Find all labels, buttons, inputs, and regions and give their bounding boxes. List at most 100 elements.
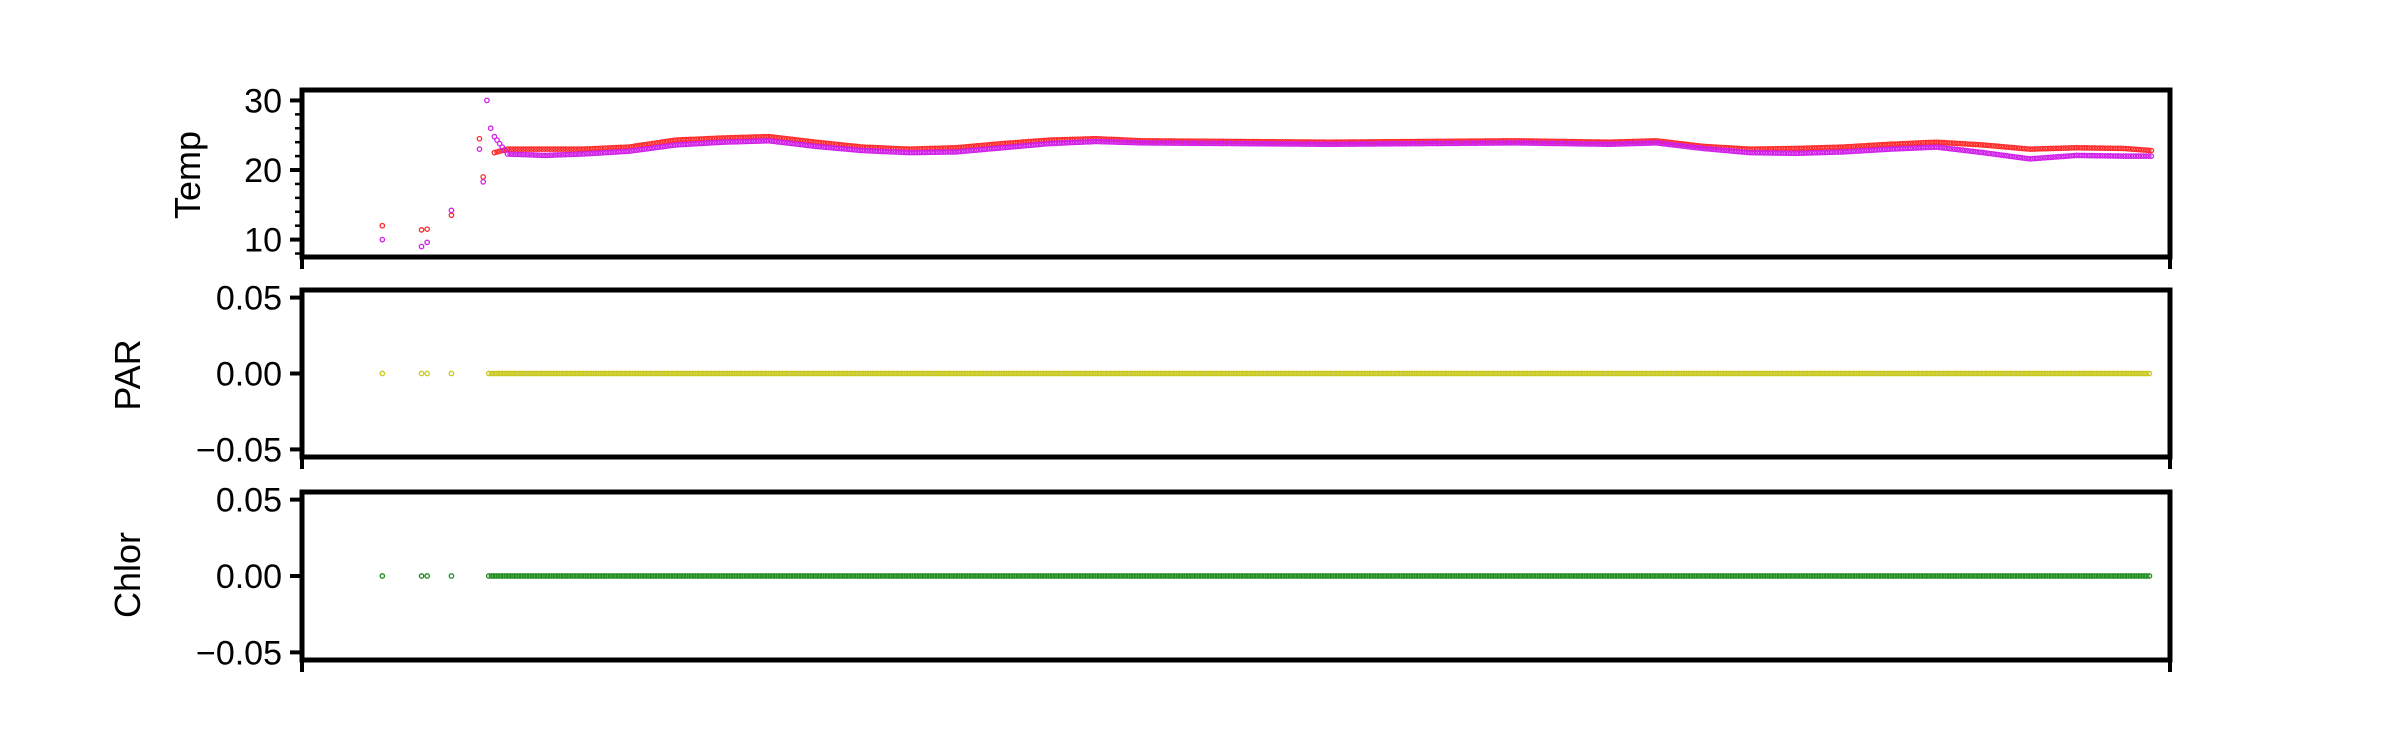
temp-point xyxy=(2112,145,2119,152)
temp-point xyxy=(984,146,990,152)
temp-point xyxy=(1941,139,1948,146)
par-point xyxy=(1215,370,1222,377)
temp-point xyxy=(618,148,624,155)
temp-point xyxy=(2122,153,2129,159)
par-point xyxy=(1108,370,1115,377)
par-point xyxy=(2060,370,2067,377)
temp-point xyxy=(1549,140,1556,147)
temp-point xyxy=(2138,153,2144,159)
temp-point xyxy=(1490,140,1496,146)
par-point xyxy=(1686,370,1693,377)
temp-point xyxy=(2058,145,2064,152)
par-point xyxy=(1074,370,1081,377)
chlor-point xyxy=(2128,573,2134,579)
temp-point xyxy=(1202,140,1208,147)
temp-point xyxy=(1386,140,1392,147)
par-point xyxy=(789,370,796,377)
chlor-point xyxy=(661,573,667,579)
temp-point xyxy=(1059,140,1066,146)
chlor-point xyxy=(1636,573,1643,579)
chlor-point xyxy=(799,573,806,579)
chlor-point xyxy=(930,573,937,579)
chlor-point xyxy=(1118,573,1125,579)
par-point xyxy=(883,370,890,377)
chlor-point xyxy=(546,573,552,579)
temp-point xyxy=(1482,140,1488,146)
chlor-point xyxy=(1968,573,1975,579)
temp-point xyxy=(1347,141,1354,147)
chlor-point xyxy=(1147,573,1154,579)
par-point xyxy=(1856,370,1863,377)
chlor-point xyxy=(1926,573,1933,579)
chlor-point xyxy=(2091,573,2098,579)
temp-point xyxy=(1183,140,1190,147)
temp-point xyxy=(856,147,863,154)
temp-point xyxy=(760,138,767,144)
chlor-point xyxy=(755,573,762,579)
par-point xyxy=(1126,370,1133,377)
par-point xyxy=(961,370,968,377)
par-point xyxy=(506,370,513,377)
temp-point xyxy=(1121,139,1128,146)
chlor-point xyxy=(1424,573,1431,579)
par-point xyxy=(611,370,618,377)
temp-point xyxy=(1632,140,1639,147)
chlor-point xyxy=(993,573,999,579)
par-point xyxy=(1299,370,1305,377)
chlor-point xyxy=(553,573,560,579)
temp-point xyxy=(968,147,975,154)
par-point xyxy=(797,370,803,377)
chlor-point xyxy=(852,573,858,579)
chlor-point xyxy=(1916,573,1923,579)
par-point xyxy=(1508,370,1515,377)
temp-point xyxy=(1409,140,1416,147)
par-point xyxy=(1471,370,1478,377)
temp-point xyxy=(515,151,522,158)
temp-point xyxy=(563,146,570,152)
chlor-point xyxy=(1683,573,1690,579)
temp-point xyxy=(491,133,498,140)
par-point xyxy=(496,370,503,377)
chlor-point xyxy=(810,573,816,579)
par-point xyxy=(551,370,558,377)
par-point xyxy=(1320,370,1326,377)
par-point xyxy=(424,370,431,377)
par-point xyxy=(1364,370,1371,377)
chlor-y-axis-label: Chlor xyxy=(107,532,148,618)
par-point xyxy=(713,370,720,377)
chlor-point xyxy=(972,573,979,579)
par-point xyxy=(878,370,884,377)
temp-point xyxy=(877,148,884,155)
temp-point xyxy=(1360,141,1366,147)
chlor-point xyxy=(1393,573,1400,579)
temp-point xyxy=(1772,150,1779,156)
par-point xyxy=(1212,370,1219,377)
temp-point xyxy=(1043,140,1050,147)
temp-point xyxy=(549,146,556,152)
par-point xyxy=(593,370,599,377)
temp-point xyxy=(2094,145,2101,151)
par-point xyxy=(1388,370,1394,377)
chlor-point xyxy=(2021,573,2027,579)
temp-point xyxy=(818,143,824,150)
par-point xyxy=(802,370,809,377)
par-point xyxy=(1602,370,1609,377)
temp-point xyxy=(1944,145,1950,152)
temp-point xyxy=(581,151,588,157)
par-point xyxy=(1197,370,1203,377)
par-point xyxy=(648,370,654,377)
chlor-point xyxy=(721,573,728,579)
temp-point xyxy=(1077,139,1084,146)
chlor-point xyxy=(1505,573,1512,579)
chlor-y-tick-label: 0.00 xyxy=(216,558,282,596)
par-point xyxy=(2125,370,2132,377)
temp-point xyxy=(2094,152,2101,159)
temp-point xyxy=(1879,146,1885,153)
chlor-point xyxy=(1563,573,1570,579)
par-point xyxy=(1780,370,1787,377)
par-point xyxy=(859,370,866,377)
chlor-point xyxy=(771,573,777,579)
chlor-point xyxy=(1832,573,1839,579)
par-point xyxy=(1869,370,1876,377)
